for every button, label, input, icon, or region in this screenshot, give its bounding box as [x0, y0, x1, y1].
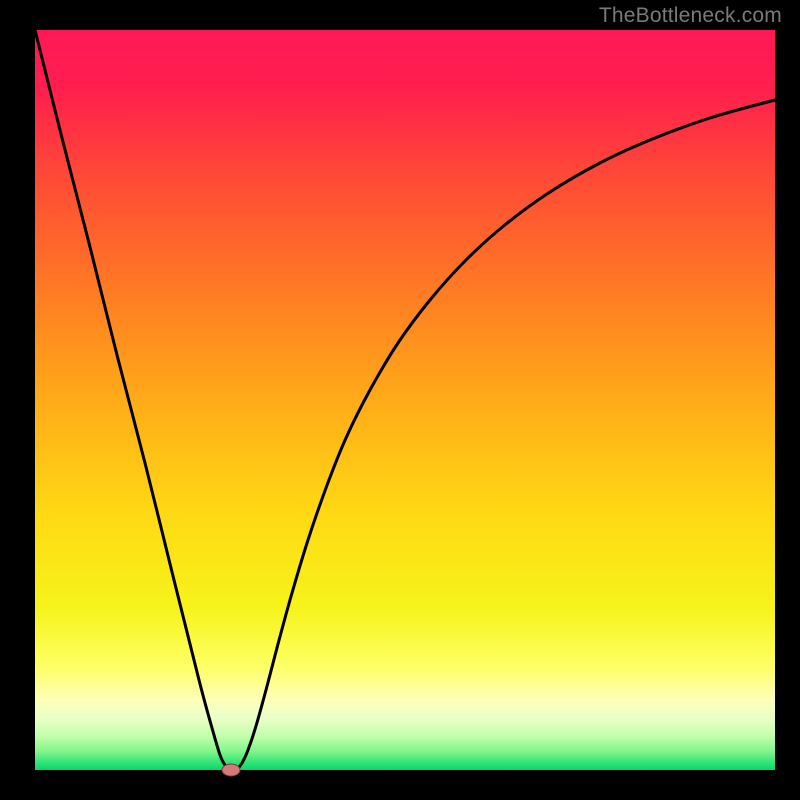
plot-background: [35, 30, 775, 770]
chart-container: TheBottleneck.com: [0, 0, 800, 800]
minimum-marker: [222, 764, 240, 776]
bottleneck-chart: [0, 0, 800, 800]
